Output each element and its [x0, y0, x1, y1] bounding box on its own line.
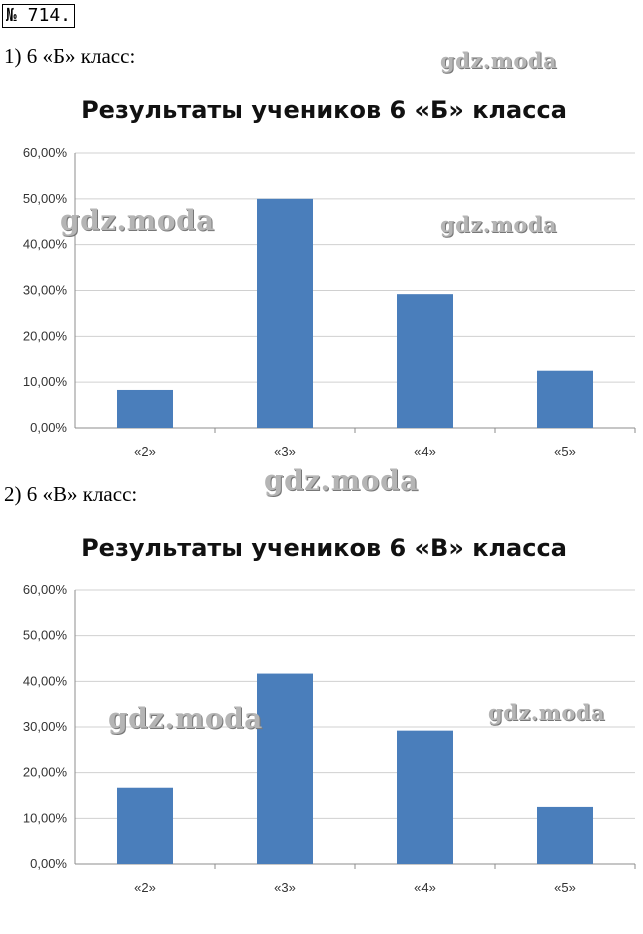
bar: [537, 370, 593, 428]
y-tick-label: 10,00%: [23, 810, 68, 825]
section-label-6v: 2) 6 «В» класс:: [4, 482, 138, 506]
bar-chart-6v: Результаты учеников 6 «В» класса 0,00% 10,…: [23, 534, 636, 895]
x-category-label: «5»: [554, 880, 576, 895]
bar: [117, 787, 173, 864]
y-tick-label: 40,00%: [23, 673, 68, 688]
x-category-label: «3»: [274, 880, 296, 895]
watermark: gdz.moda: [264, 464, 419, 497]
x-category-label: «2»: [134, 444, 156, 459]
problem-number: № 714.: [2, 4, 76, 28]
y-tick-label: 20,00%: [23, 328, 68, 343]
chart-title: Результаты учеников 6 «Б» класса: [81, 96, 567, 124]
y-tick-label: 60,00%: [23, 145, 68, 160]
chart-title: Результаты учеников 6 «В» класса: [81, 534, 567, 562]
y-tick-label: 20,00%: [23, 765, 68, 780]
bar: [397, 294, 453, 428]
y-tick-label: 50,00%: [23, 628, 68, 643]
x-category-label: «3»: [274, 444, 296, 459]
y-tick-label: 60,00%: [23, 582, 68, 597]
bar: [257, 198, 313, 428]
y-tick-label: 10,00%: [23, 374, 68, 389]
section-label-6b: 1) 6 «Б» класс:: [4, 44, 136, 68]
y-tick-label: 50,00%: [23, 191, 68, 206]
watermark: gdz.moda: [440, 48, 558, 73]
x-category-label: «2»: [134, 880, 156, 895]
x-category-label: «5»: [554, 444, 576, 459]
y-tick-label: 40,00%: [23, 237, 68, 252]
watermark: gdz.moda: [440, 212, 558, 237]
bar: [537, 806, 593, 864]
bar: [397, 730, 453, 864]
watermark: gdz.moda: [488, 700, 606, 725]
x-category-label: «4»: [414, 880, 436, 895]
bar-chart-6b: Результаты учеников 6 «Б» класса 0,00% 10,…: [23, 96, 636, 459]
y-tick-label: 0,00%: [30, 420, 67, 435]
y-tick-label: 30,00%: [23, 719, 68, 734]
y-tick-label: 30,00%: [23, 283, 68, 298]
bar: [257, 673, 313, 864]
x-category-label: «4»: [414, 444, 436, 459]
watermark: gdz.moda: [108, 702, 263, 735]
watermark: gdz.moda: [60, 204, 215, 237]
bar: [117, 389, 173, 428]
y-tick-label: 0,00%: [30, 856, 67, 871]
